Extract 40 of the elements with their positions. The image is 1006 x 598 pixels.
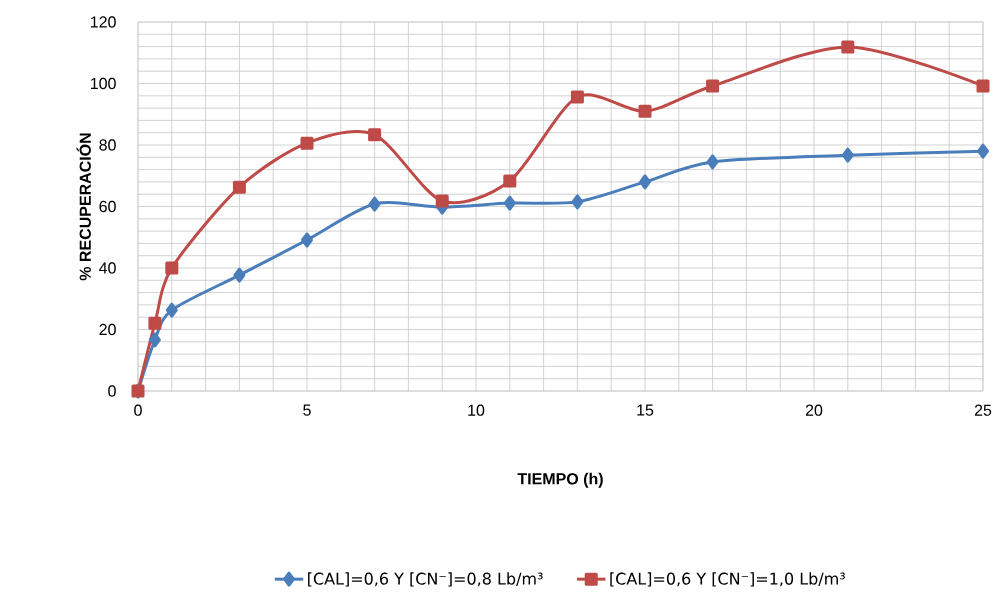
point — [503, 174, 517, 188]
point — [706, 154, 719, 170]
x-tick-label: 20 — [805, 404, 823, 416]
point — [368, 128, 382, 142]
point — [977, 143, 990, 159]
point — [165, 261, 179, 275]
y-tick-label: 20 — [99, 323, 116, 336]
point — [300, 136, 314, 150]
point — [571, 194, 584, 210]
point — [232, 180, 246, 194]
point — [435, 194, 449, 208]
x-tick-label: 10 — [468, 404, 485, 416]
y-tick-label: 100 — [91, 77, 116, 90]
point — [368, 196, 381, 212]
legend-label: [CAL]=0,6 Y [CN⁻]=0,8 Lb/m³ — [308, 572, 543, 587]
point — [165, 302, 178, 318]
point — [841, 147, 854, 163]
point — [148, 316, 162, 330]
point — [976, 79, 990, 93]
y-tick-label: 0 — [108, 385, 116, 397]
point — [570, 90, 584, 104]
x-tick-label: 5 — [303, 404, 311, 416]
point — [706, 79, 720, 93]
y-tick-label: 40 — [99, 262, 116, 274]
y-axis-title: % RECUPERACIÓN — [76, 133, 91, 281]
y-tick-label: 80 — [99, 139, 116, 151]
x-tick-label: 25 — [974, 404, 992, 416]
y-tick-label: 60 — [99, 200, 116, 213]
point — [301, 232, 313, 248]
point — [503, 195, 516, 211]
y-tick-label: 120 — [91, 16, 116, 28]
point — [639, 174, 651, 190]
point — [233, 267, 246, 283]
point — [841, 40, 855, 54]
legend-label: [CAL]=0,6 Y [CN⁻]=1,0 Lb/m³ — [610, 572, 845, 587]
x-axis-title: TIEMPO (h) — [517, 472, 603, 488]
point — [148, 332, 161, 348]
point — [638, 104, 652, 118]
x-tick-label: 15 — [637, 404, 654, 416]
x-tick-label: 0 — [134, 404, 142, 416]
